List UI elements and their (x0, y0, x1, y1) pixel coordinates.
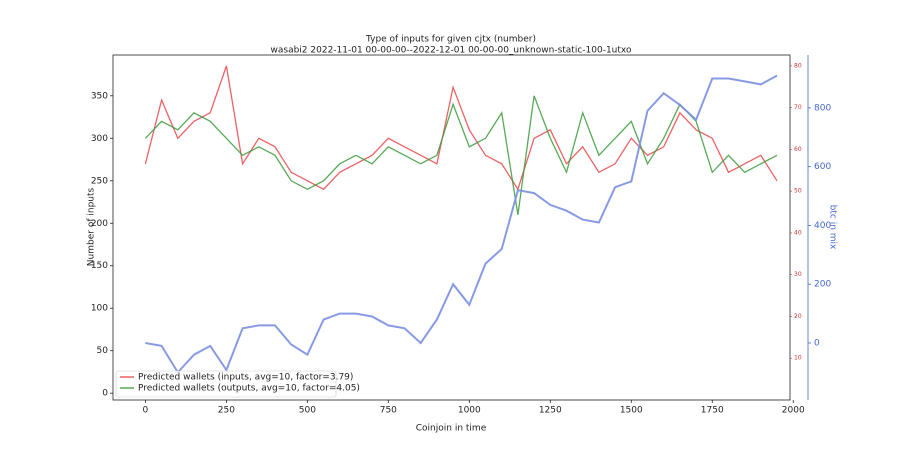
x-tick-label: 500 (299, 406, 316, 416)
y2-tick-label: 600 (814, 162, 831, 172)
wallet-line (144, 65, 778, 191)
legend-box (115, 370, 337, 398)
y-tick-label: 50 (97, 346, 109, 356)
y3-tick-label: 20 (794, 313, 802, 320)
x-tick-label: 0 (143, 406, 149, 416)
y2-tick-label: 400 (814, 221, 831, 231)
x-tick-label: 1000 (458, 406, 481, 416)
y-tick-label: 350 (91, 91, 108, 101)
y-tick-label: 150 (91, 261, 108, 271)
y-tick-label: 0 (102, 389, 108, 399)
chart-title: Type of inputs for given cjtx (number) (365, 35, 536, 45)
y3-tick-label: 10 (794, 355, 802, 362)
x-tick-label: 1500 (620, 406, 643, 416)
x-tick-label: 2000 (782, 406, 805, 416)
legend-label: Predicted wallets (outputs, avg=10, fact… (138, 384, 360, 394)
y-axis-label: Number of inputs (87, 187, 97, 266)
y3-tick-label: 30 (794, 271, 802, 278)
y2-axis-label: btc in mix (828, 205, 838, 250)
y3-tick-label: 40 (794, 229, 802, 236)
y-tick-label: 250 (91, 176, 108, 186)
y3-tick-label: 60 (794, 146, 802, 153)
x-tick-label: 1750 (701, 406, 724, 416)
wallet-line (144, 95, 778, 215)
y2-tick-label: 200 (814, 280, 831, 290)
y-tick-label: 100 (91, 304, 108, 314)
x-axis-label: Coinjoin in time (416, 424, 487, 434)
btc-line (145, 74, 778, 375)
x-tick-label: 250 (218, 406, 235, 416)
x-tick-label: 750 (380, 406, 397, 416)
y3-tick-label: 70 (794, 104, 802, 111)
plot-frame (112, 54, 791, 401)
y-tick-label: 200 (91, 219, 108, 229)
y-tick-label: 300 (91, 134, 108, 144)
chart-subtitle: wasabi2 2022-11-01 00-00-00--2022-12-01 … (271, 46, 632, 56)
x-tick-label: 1250 (539, 406, 562, 416)
y2-tick-label: 0 (814, 338, 820, 348)
y3-tick-label: 50 (794, 188, 802, 195)
y2-tick-label: 800 (814, 103, 831, 113)
y3-tick-label: 80 (794, 62, 802, 69)
legend-label: Predicted wallets (inputs, avg=10, facto… (138, 373, 353, 383)
